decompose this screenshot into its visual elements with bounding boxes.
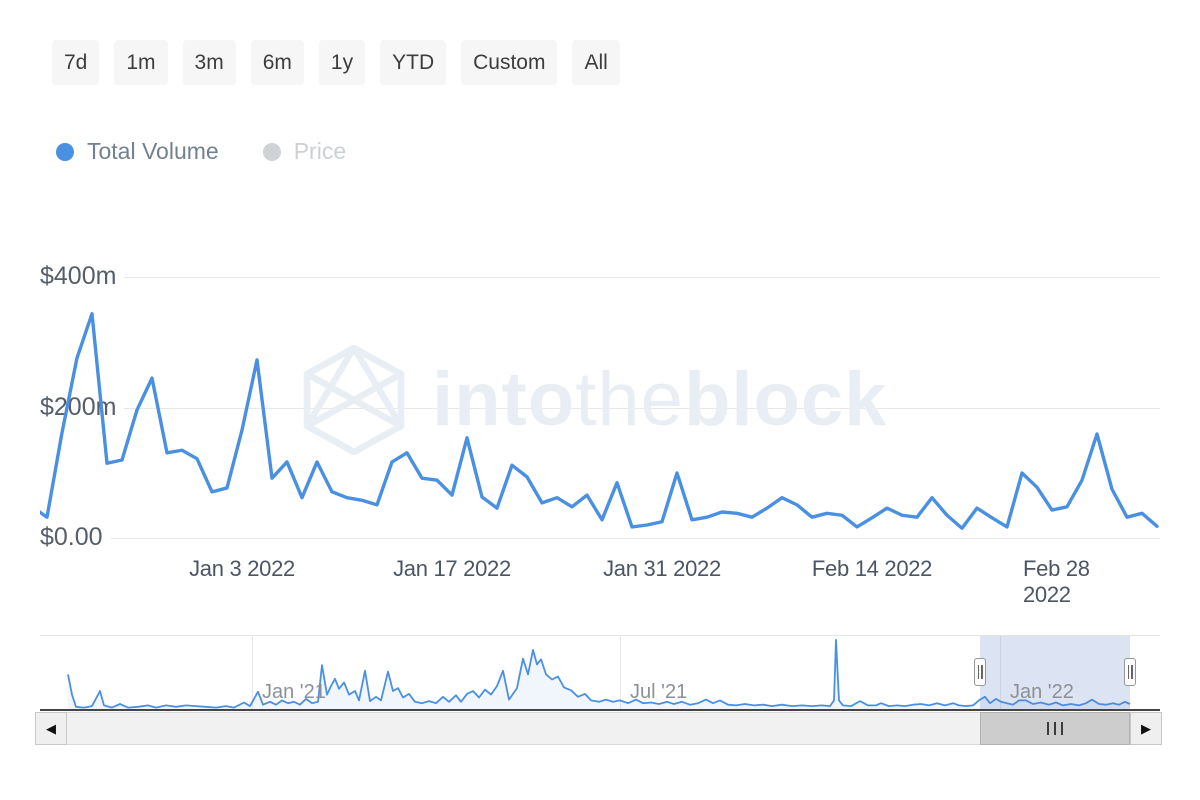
navigator-tick-label: Jul '21 [630, 681, 688, 703]
range-selector: 7d 1m 3m 6m 1y YTD Custom All [52, 40, 620, 85]
x-axis-tick-label: Jan 17 2022 [393, 556, 511, 581]
range-button-all[interactable]: All [572, 40, 620, 85]
legend-item-price[interactable]: Price [262, 138, 347, 165]
range-button-3m[interactable]: 3m [182, 40, 236, 85]
scrollbar-left-arrow-icon[interactable]: ◀ [35, 712, 67, 745]
x-axis-tick-label: Jan 3 2022 [189, 556, 295, 581]
scrollbar-right-arrow-icon[interactable]: ▶ [1130, 712, 1162, 745]
range-button-7d[interactable]: 7d [52, 40, 100, 85]
legend-dot-icon [262, 142, 281, 161]
legend-item-total-volume[interactable]: Total Volume [56, 138, 219, 165]
legend-label: Price [293, 138, 347, 164]
navigator-left-handle[interactable] [974, 658, 986, 686]
legend-label: Total Volume [87, 138, 219, 164]
horizontal-scrollbar: ◀ ▶ [35, 712, 1162, 745]
range-button-6m[interactable]: 6m [250, 40, 304, 85]
legend-dot-icon [56, 142, 74, 161]
navigator-bottom-border [40, 709, 1160, 711]
navigator-right-handle[interactable] [1124, 658, 1136, 686]
scrollbar-thumb[interactable] [980, 712, 1130, 745]
navigator-tick-label: Jan '21 [262, 681, 326, 703]
x-axis-tick-label: Jan 31 2022 [603, 556, 721, 581]
range-button-1y[interactable]: 1y [318, 40, 366, 85]
range-button-custom[interactable]: Custom [461, 40, 558, 85]
navigator-top-border [40, 635, 1160, 636]
navigator-tick-label: Jan '22 [1010, 681, 1074, 703]
main-chart-plot-area[interactable] [40, 255, 1160, 540]
range-button-1m[interactable]: 1m [114, 40, 168, 85]
legend: Total Volume Price [56, 138, 346, 165]
range-button-ytd[interactable]: YTD [380, 40, 447, 85]
y-axis-tick-label: $400m [40, 262, 125, 291]
x-axis-tick-label: Feb 14 2022 [811, 556, 933, 581]
scrollbar-track[interactable] [67, 712, 1130, 745]
x-axis-tick-label: Feb 28 2022 [1023, 556, 1090, 607]
